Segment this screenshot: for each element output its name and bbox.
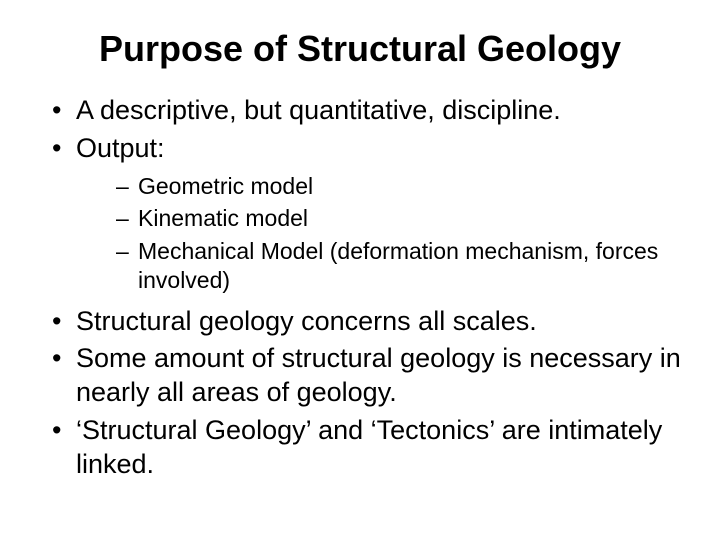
bullet-item: A descriptive, but quantitative, discipl… <box>52 94 690 128</box>
bullet-item: Some amount of structural geology is nec… <box>52 342 690 410</box>
bullet-text: Output: <box>76 133 165 163</box>
bullet-item: Output: Geometric model Kinematic model … <box>52 132 690 295</box>
slide-title: Purpose of Structural Geology <box>30 28 690 70</box>
bullet-item: Structural geology concerns all scales. <box>52 305 690 339</box>
slide: Purpose of Structural Geology A descript… <box>0 0 720 540</box>
bullet-item: ‘Structural Geology’ and ‘Tectonics’ are… <box>52 414 690 482</box>
sub-bullet-item: Geometric model <box>116 172 690 201</box>
sub-bullet-item: Kinematic model <box>116 204 690 233</box>
bullet-list-level1: A descriptive, but quantitative, discipl… <box>30 94 690 481</box>
bullet-list-level2: Geometric model Kinematic model Mechanic… <box>76 172 690 295</box>
sub-bullet-item: Mechanical Model (deformation mechanism,… <box>116 237 690 295</box>
